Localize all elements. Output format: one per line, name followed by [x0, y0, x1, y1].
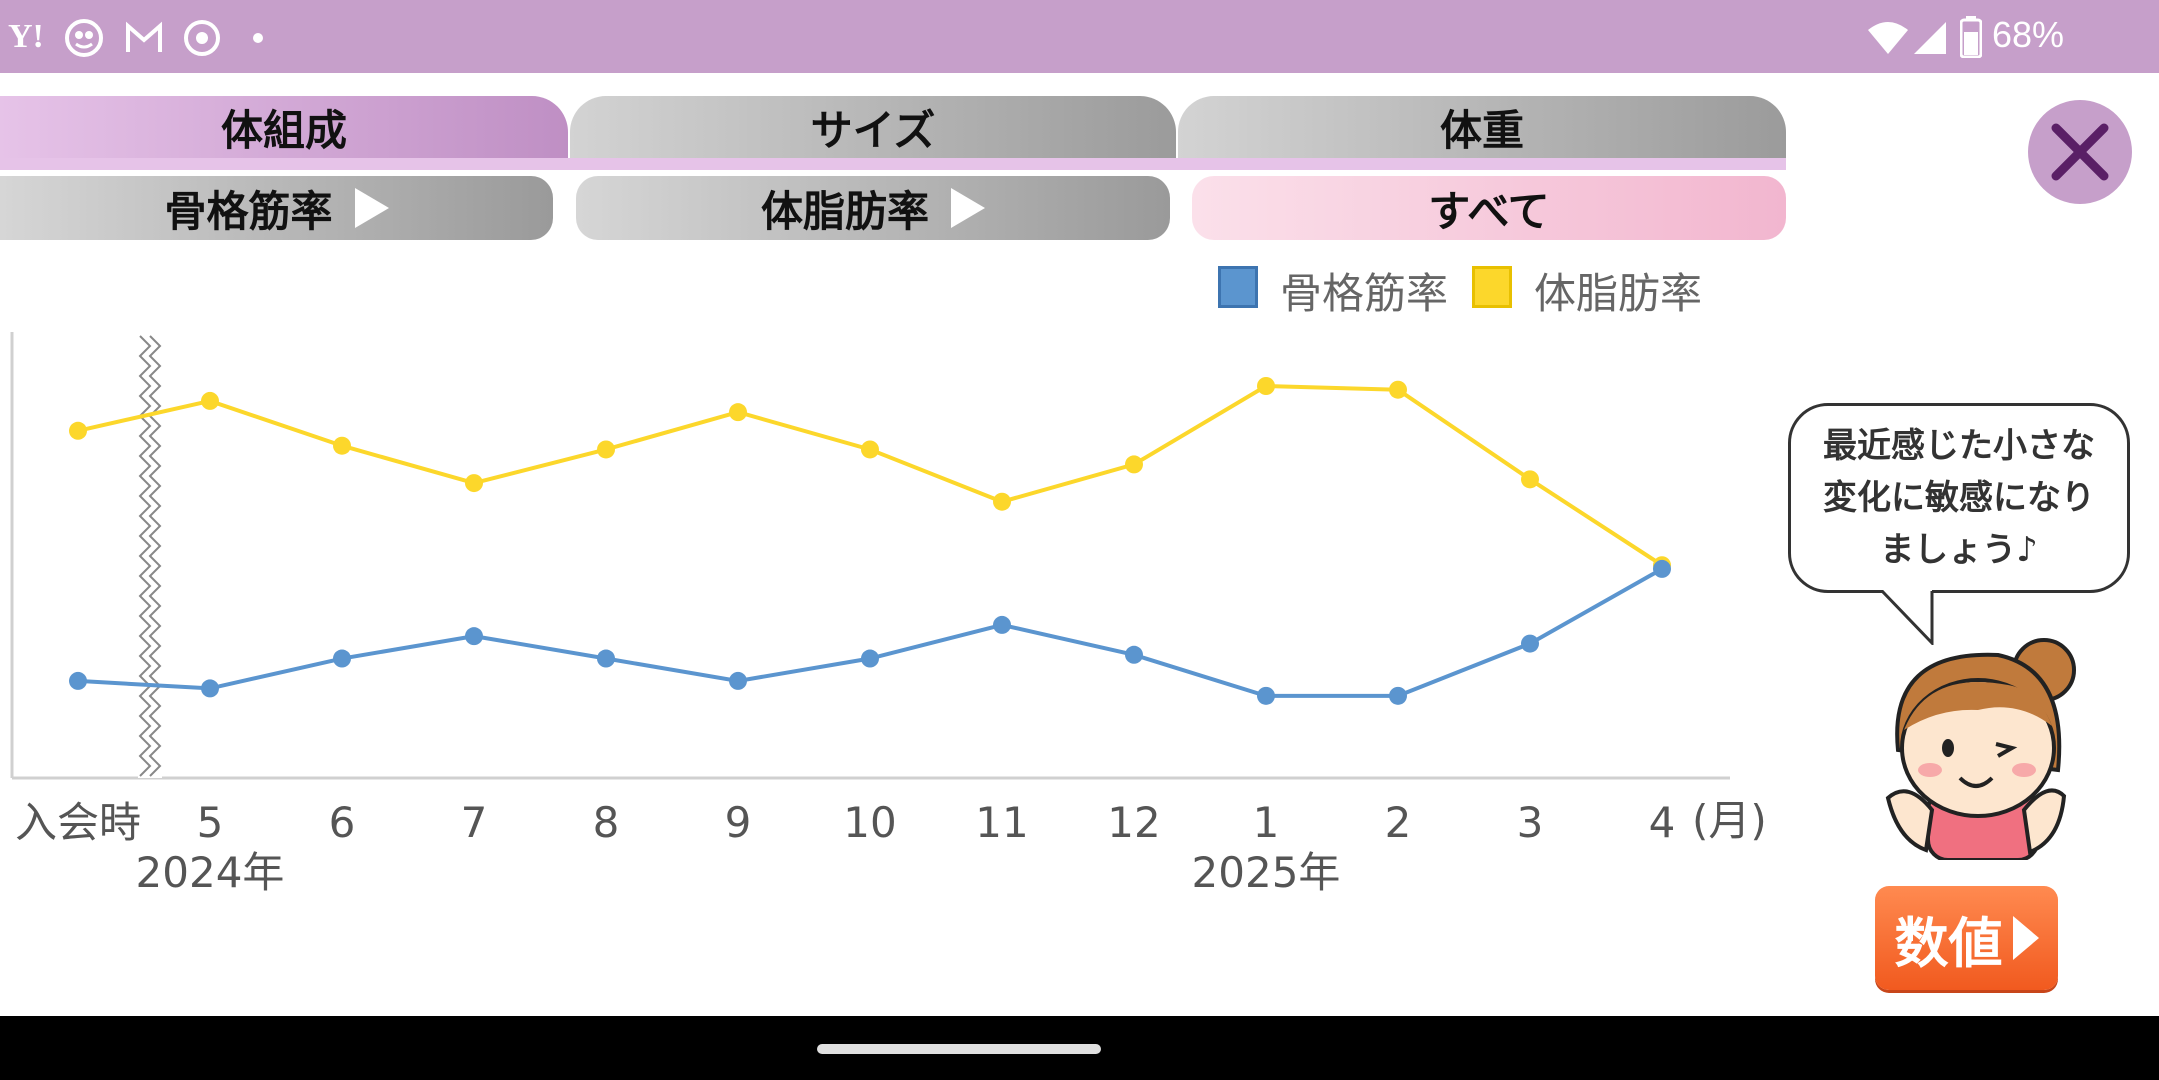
battery-percent: 68% — [1992, 14, 2065, 55]
speech-bubble-tail — [1880, 589, 1934, 645]
status-bar: Y! 68% — [0, 0, 2159, 73]
year-label: 2024年 — [136, 848, 285, 897]
play-arrow-icon — [951, 188, 985, 228]
mascot-girl-icon — [1885, 638, 2076, 860]
close-button[interactable] — [2028, 100, 2132, 204]
dot-icon — [253, 33, 263, 43]
x-tick-label: 1 — [1253, 798, 1280, 847]
data-point-skeletal-muscle — [1521, 634, 1539, 653]
legend-label-skeletal-muscle: 骨格筋率 — [1280, 269, 1449, 318]
subtab-label: 骨格筋率 — [164, 186, 333, 236]
play-arrow-icon — [354, 188, 389, 228]
axis-break-line — [148, 335, 162, 777]
data-point-body-fat — [465, 474, 483, 493]
data-point-body-fat — [993, 492, 1011, 511]
legend-label-body-fat: 体脂肪率 — [1534, 269, 1703, 318]
data-point-skeletal-muscle — [1389, 686, 1407, 705]
legend-swatch-skeletal-muscle — [1218, 266, 1258, 308]
x-tick-label: 5 — [197, 798, 224, 847]
home-gesture-handle[interactable] — [817, 1044, 1101, 1054]
data-point-skeletal-muscle — [729, 671, 747, 690]
tab-body-composition[interactable]: 体組成 — [0, 96, 568, 158]
tab-label: 体重 — [1439, 105, 1524, 155]
subtab-all[interactable]: すべて — [1192, 176, 1786, 240]
signal-icon — [1914, 22, 1946, 54]
data-point-body-fat — [69, 421, 87, 440]
tab-weight[interactable]: 体重 — [1178, 96, 1786, 158]
x-tick-label: 12 — [1107, 798, 1160, 847]
x-tick-label: 4 — [1649, 798, 1676, 847]
x-tick-label: 7 — [461, 798, 488, 847]
x-tick-label: 2 — [1385, 798, 1412, 847]
mascot-app-icon — [65, 19, 103, 57]
advice-text: 最近感じた小さな 変化に敏感になり ましょう♪ — [1823, 426, 2095, 570]
tab-underline — [0, 158, 1786, 170]
show-numbers-label: 数値 — [1894, 911, 2003, 975]
legend-swatch-body-fat — [1472, 266, 1512, 308]
data-point-body-fat — [333, 436, 351, 455]
tab-label: サイズ — [810, 105, 936, 155]
subtab-label: 体脂肪率 — [760, 186, 929, 236]
data-point-skeletal-muscle — [1257, 686, 1275, 705]
data-point-body-fat — [729, 403, 747, 422]
gmail-icon — [126, 21, 162, 52]
year-label: 2025年 — [1192, 848, 1341, 897]
x-tick-label: 8 — [593, 798, 620, 847]
chrome-icon — [184, 20, 220, 56]
show-numbers-button[interactable]: 数値 — [1875, 886, 2058, 990]
data-point-body-fat — [597, 440, 615, 459]
x-tick-label: 9 — [725, 798, 752, 847]
advice-speech-bubble: 最近感じた小さな 変化に敏感になり ましょう♪ — [1788, 403, 2130, 593]
data-point-skeletal-muscle — [993, 615, 1011, 634]
battery-icon — [1960, 16, 1982, 58]
data-point-skeletal-muscle — [201, 679, 219, 698]
close-icon — [2051, 123, 2109, 181]
data-point-body-fat — [1389, 380, 1407, 399]
tab-label: 体組成 — [220, 105, 347, 155]
series-line-body-fat — [77, 383, 1664, 567]
x-tick-label: 10 — [843, 798, 896, 847]
yahoo-icon: Y! — [8, 18, 44, 55]
data-point-body-fat — [201, 391, 219, 410]
data-point-body-fat — [1257, 377, 1275, 395]
subtab-body-fat[interactable]: 体脂肪率 — [576, 176, 1170, 240]
data-point-skeletal-muscle — [465, 627, 483, 646]
data-point-body-fat — [861, 440, 879, 459]
subtab-skeletal-muscle[interactable]: 骨格筋率 — [0, 176, 553, 240]
subtab-label: すべて — [1428, 186, 1550, 236]
play-arrow-icon — [2012, 916, 2039, 960]
x-tick-label: 6 — [329, 798, 356, 847]
x-tick-label: 入会時 — [15, 798, 141, 847]
data-point-skeletal-muscle — [597, 649, 615, 668]
axis-break-line — [138, 335, 152, 777]
data-point-body-fat — [1125, 455, 1143, 474]
x-tick-label: 3 — [1517, 798, 1544, 847]
x-unit-label: (月) — [1692, 796, 1767, 845]
wifi-icon — [1868, 22, 1908, 54]
line-chart: 入会時 5 6 7 8 9 10 11 12 1 2 3 4 (月)2024年 2025年 — [10, 332, 1767, 897]
data-point-skeletal-muscle — [1125, 645, 1143, 664]
data-point-skeletal-muscle — [69, 671, 87, 690]
x-tick-label: 11 — [975, 798, 1028, 847]
data-point-skeletal-muscle — [1653, 559, 1671, 578]
data-point-skeletal-muscle — [861, 649, 879, 668]
tab-size[interactable]: サイズ — [570, 96, 1176, 158]
series-line-skeletal-muscle — [77, 567, 1663, 698]
data-point-body-fat — [1521, 470, 1539, 489]
data-point-skeletal-muscle — [333, 649, 351, 668]
